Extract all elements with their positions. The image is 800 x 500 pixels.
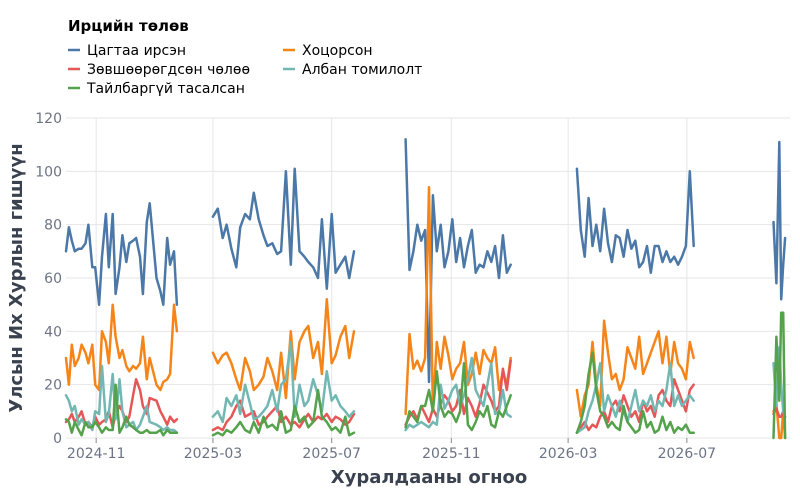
y-tick-label: 100 <box>35 164 62 180</box>
y-tick-label: 20 <box>44 378 62 394</box>
legend-label: Тайлбаргүй тасалсан <box>86 81 245 97</box>
y-axis-title: Улсын Их Хурлын гишүүн <box>6 143 27 412</box>
x-tick-label: 2026-03 <box>539 446 598 462</box>
x-tick-label: 2025-11 <box>422 446 481 462</box>
x-axis-title: Хуралдааны огноо <box>331 467 528 488</box>
y-tick-label: 0 <box>53 431 62 447</box>
x-axis-ticks: 2024-11 2025-03 2025-07 2025-11 2026-03 2026-… <box>67 438 716 462</box>
y-tick-label: 120 <box>35 111 62 127</box>
series-line-unexcused <box>404 362 512 432</box>
series-line-excused <box>64 378 179 429</box>
series-line-unexcused <box>772 311 787 440</box>
legend-item-late: Хоцорсон <box>283 43 373 59</box>
x-tick-label: 2025-03 <box>184 446 243 462</box>
series-line-excused <box>575 378 695 434</box>
x-tick-label: 2024-11 <box>67 446 126 462</box>
series-line-unexcused <box>211 388 356 437</box>
legend-item-present: Цагтаа ирсэн <box>68 43 186 59</box>
legend-label: Албан томилолт <box>302 62 422 78</box>
y-tick-label: 60 <box>44 271 62 287</box>
legend-item-excused: Зөвшөөрөгдсөн чөлөө <box>68 62 250 78</box>
legend-label: Хоцорсон <box>302 43 373 59</box>
series-line-present <box>404 138 512 384</box>
series-line-present <box>575 167 695 274</box>
series-line-official <box>404 356 512 432</box>
x-tick-label: 2025-07 <box>302 446 361 462</box>
series-line-present <box>64 202 179 306</box>
y-tick-label: 80 <box>44 218 62 234</box>
x-tick-label: 2026-07 <box>658 446 717 462</box>
series-line-late <box>404 186 512 416</box>
y-tick-label: 40 <box>44 324 62 340</box>
series-line-late <box>64 303 179 392</box>
series-line-official <box>64 364 179 434</box>
legend-label: Зөвшөөрөгдсөн чөлөө <box>87 62 250 78</box>
legend: Ирцийн төлөв Цагтаа ирсэн Хоцорсон Зөвшөөр… <box>68 17 422 97</box>
series-line-late <box>211 298 356 400</box>
series-lines <box>64 138 787 440</box>
legend-item-unexcused: Тайлбаргүй тасалсан <box>68 81 245 97</box>
legend-label: Цагтаа ирсэн <box>87 43 186 59</box>
y-axis-ticks: 0 20 40 60 80 100 120 <box>35 111 62 447</box>
legend-title: Ирцийн төлөв <box>68 17 189 35</box>
series-line-unexcused <box>64 383 179 437</box>
legend-item-official: Албан томилолт <box>283 62 422 78</box>
series-line-present <box>772 140 787 301</box>
series-line-unexcused <box>575 351 695 434</box>
series-line-official <box>211 340 356 424</box>
series-line-present <box>211 167 356 290</box>
